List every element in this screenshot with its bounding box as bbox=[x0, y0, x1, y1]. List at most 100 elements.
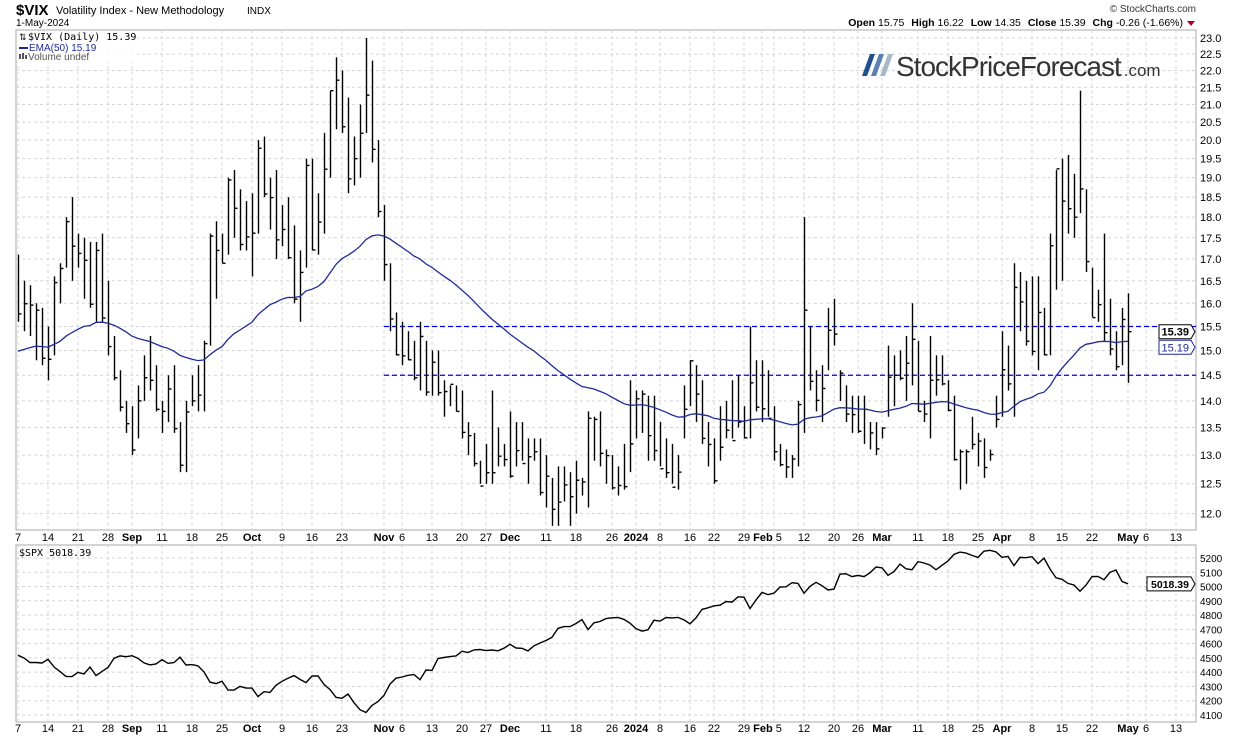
x-tick-label: 18 bbox=[570, 532, 582, 544]
y-tick-label: 23.0 bbox=[1200, 33, 1221, 45]
logo-suffix: .com bbox=[1124, 61, 1161, 80]
x-tick-label: 23 bbox=[336, 723, 348, 735]
logo-stripe-icon bbox=[862, 54, 875, 76]
x-tick-label: 15 bbox=[1056, 723, 1068, 735]
x-tick-label: 5 bbox=[776, 532, 782, 544]
spx-y-tick-label: 4700 bbox=[1200, 625, 1223, 636]
spx-y-tick-label: 5100 bbox=[1200, 568, 1223, 579]
x-tick-label: 22 bbox=[708, 723, 720, 735]
y-tick-label: 22.5 bbox=[1200, 49, 1221, 61]
chart-date: 1-May-2024 bbox=[16, 18, 70, 29]
spx-y-tick-label: 5000 bbox=[1200, 583, 1223, 594]
high-value: 16.22 bbox=[937, 17, 963, 29]
x-tick-label: Mar bbox=[872, 723, 892, 735]
x-tick-label: 29 bbox=[738, 723, 750, 735]
x-tick-label: 21 bbox=[72, 723, 84, 735]
x-tick-label: Feb bbox=[753, 532, 773, 544]
x-tick-label: 12 bbox=[798, 532, 810, 544]
chg-value: -0.26 (-1.66%) bbox=[1116, 17, 1183, 29]
low-label: Low bbox=[971, 17, 993, 29]
horizontal-levels bbox=[384, 325, 1196, 376]
logo-text: StockPriceForecast bbox=[896, 51, 1122, 82]
legend-ema: EMA(50) 15.19 bbox=[29, 43, 97, 54]
x-tick-label: Oct bbox=[243, 532, 262, 544]
x-tick-label: 12 bbox=[798, 723, 810, 735]
price-panel bbox=[15, 29, 1197, 531]
x-tick-label: 18 bbox=[186, 532, 198, 544]
index-name: Volatility Index - New Methodology bbox=[56, 5, 225, 17]
x-tick-label: 6 bbox=[399, 532, 405, 544]
x-tick-label: 11 bbox=[540, 532, 551, 544]
x-tick-label: 25 bbox=[216, 723, 228, 735]
legend-volume-icon bbox=[19, 54, 21, 59]
legend-bars-icon: ⇅ bbox=[19, 32, 27, 42]
open-label: Open bbox=[848, 17, 875, 29]
y-tick-label: 13.0 bbox=[1200, 450, 1221, 462]
y-tick-label: 13.5 bbox=[1200, 422, 1221, 434]
x-tick-label: 11 bbox=[912, 723, 923, 735]
x-tick-label: 15 bbox=[1056, 532, 1068, 544]
y-tick-label: 17.0 bbox=[1200, 254, 1221, 266]
spx-y-tick-label: 4400 bbox=[1200, 668, 1223, 679]
copyright: © StockCharts.com bbox=[1110, 4, 1196, 15]
x-tick-label: Dec bbox=[500, 532, 520, 544]
symbol: $VIX bbox=[16, 2, 49, 19]
x-tick-label: 13 bbox=[426, 723, 438, 735]
x-tick-label: 8 bbox=[1029, 723, 1035, 735]
spx-y-tick-label: 4600 bbox=[1200, 640, 1223, 651]
x-tick-label: 25 bbox=[216, 532, 228, 544]
x-tick-label: 18 bbox=[186, 723, 198, 735]
x-tick-label: 18 bbox=[570, 723, 582, 735]
x-tick-label: 18 bbox=[942, 723, 954, 735]
x-tick-label: 6 bbox=[399, 723, 405, 735]
x-tick-label: 27 bbox=[480, 723, 492, 735]
x-tick-label: 22 bbox=[1086, 532, 1098, 544]
close-value: 15.39 bbox=[1059, 17, 1085, 29]
x-tick-label: 2024 bbox=[624, 532, 649, 544]
x-tick-label: 26 bbox=[606, 532, 618, 544]
quote-line: Open 15.75 High 16.22 Low 14.35 Close 15… bbox=[848, 17, 1183, 29]
spx-legend: $SPX 5018.39 bbox=[19, 548, 91, 559]
y-tick-label: 18.0 bbox=[1200, 212, 1221, 224]
y-tick-label: 21.0 bbox=[1200, 100, 1221, 112]
x-tick-label: 18 bbox=[942, 532, 954, 544]
x-tick-label: 16 bbox=[306, 723, 318, 735]
y-tick-label: 20.0 bbox=[1200, 135, 1221, 147]
y-tick-label: 15.0 bbox=[1200, 345, 1221, 357]
x-tick-label: 13 bbox=[426, 532, 438, 544]
x-tick-label: 16 bbox=[684, 532, 696, 544]
x-tick-label: 11 bbox=[540, 723, 551, 735]
x-tick-label: 7 bbox=[15, 723, 21, 735]
x-tick-label: 27 bbox=[480, 532, 492, 544]
x-tick-label: 11 bbox=[156, 532, 167, 544]
x-tick-label: 14 bbox=[42, 532, 54, 544]
x-tick-label: 16 bbox=[306, 532, 318, 544]
y-tick-label: 16.5 bbox=[1200, 276, 1221, 288]
x-tick-label: Sep bbox=[122, 723, 142, 735]
y-tick-label: 15.5 bbox=[1200, 321, 1221, 333]
chg-label: Chg bbox=[1093, 17, 1113, 29]
legend-vix: $VIX (Daily) 15.39 bbox=[28, 32, 136, 43]
close-tag-label: 15.39 bbox=[1161, 327, 1189, 339]
x-tick-label: 25 bbox=[972, 723, 984, 735]
x-tick-label: 14 bbox=[42, 723, 54, 735]
x-tick-label: 9 bbox=[279, 723, 285, 735]
x-tick-label: Apr bbox=[993, 723, 1013, 735]
spx-line bbox=[17, 549, 1129, 714]
spx-y-tick-label: 4900 bbox=[1200, 597, 1223, 608]
logo-stripe-icon bbox=[880, 54, 893, 76]
exchange: INDX bbox=[247, 6, 271, 17]
y-tick-label: 20.5 bbox=[1200, 117, 1221, 129]
spx-y-tick-label: 4300 bbox=[1200, 682, 1223, 693]
x-tick-label: 20 bbox=[828, 532, 840, 544]
legend-volume: Volume undef bbox=[28, 52, 89, 63]
x-tick-label: 16 bbox=[684, 723, 696, 735]
y-tick-label: 12.5 bbox=[1200, 479, 1221, 491]
spx-panel bbox=[15, 544, 1197, 723]
x-tick-label: Apr bbox=[993, 532, 1013, 544]
x-tick-label: 23 bbox=[336, 532, 348, 544]
x-tick-label: 8 bbox=[1029, 532, 1035, 544]
low-value: 14.35 bbox=[995, 17, 1021, 29]
x-tick-label: 26 bbox=[852, 532, 864, 544]
